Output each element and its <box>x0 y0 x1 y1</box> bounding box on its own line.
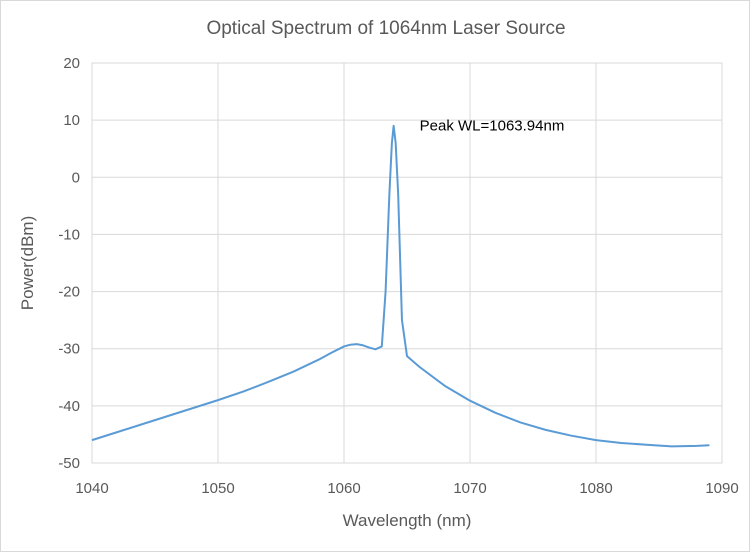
y-tick-label: 20 <box>63 55 80 72</box>
y-tick-label: 10 <box>63 112 80 129</box>
x-tick-label: 1090 <box>705 480 738 497</box>
series-line <box>91 124 710 448</box>
x-tick-label: 1070 <box>453 480 486 497</box>
y-tick-label: -10 <box>58 226 80 243</box>
y-tick-label: -40 <box>58 398 80 415</box>
x-tick-label: 1040 <box>75 480 108 497</box>
x-tick-label: 1050 <box>201 480 234 497</box>
y-axis-ticks: 20 10 0 -10 -20 -30 -40 -50 <box>58 55 80 472</box>
peak-annotation: Peak WL=1063.94nm <box>420 118 565 135</box>
x-tick-label: 1080 <box>579 480 612 497</box>
series-group <box>91 124 710 448</box>
x-axis-label: Wavelength (nm) <box>343 511 472 530</box>
plot-area <box>91 62 723 464</box>
x-axis-ticks: 1040 1050 1060 1070 1080 1090 <box>75 480 738 497</box>
y-tick-label: 0 <box>72 169 80 186</box>
x-tick-label: 1060 <box>327 480 360 497</box>
y-axis-label: Power(dBm) <box>18 216 37 310</box>
chart-title: Optical Spectrum of 1064nm Laser Source <box>206 18 565 39</box>
y-tick-label: -20 <box>58 284 80 301</box>
grid-lines <box>91 62 723 464</box>
y-tick-label: -50 <box>58 455 80 472</box>
y-tick-label: -30 <box>58 341 80 358</box>
